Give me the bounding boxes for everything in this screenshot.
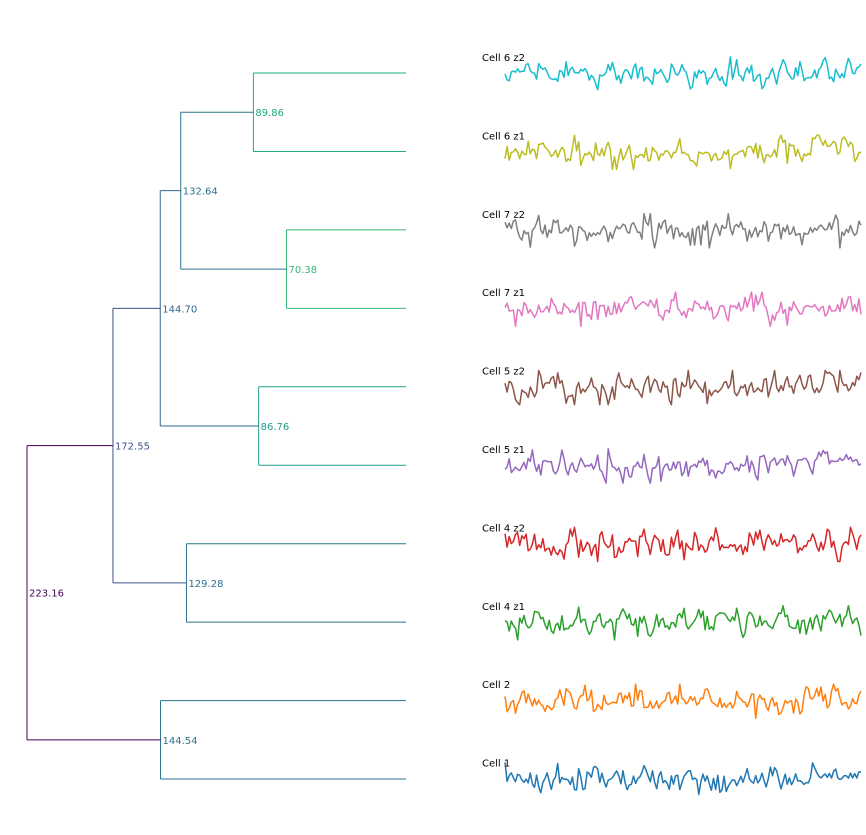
trace-row: Cell 6 z2: [482, 53, 862, 91]
dendrogram-node-label: 172.55: [115, 442, 150, 453]
dendrogram-node-label: 223.16: [29, 589, 64, 600]
trace-row: Cell 7 z1: [482, 288, 862, 328]
trace-panel: Cell 6 z2 Cell 6 z1 Cell 7 z2 Cell 7 z1 Cell…: [482, 53, 862, 796]
trace-row: Cell 1: [482, 759, 862, 796]
dendrogram-link: [26, 445, 161, 741]
dendrogram-node-label: 144.70: [162, 304, 197, 315]
trace-label: Cell 6 z1: [482, 131, 525, 142]
trace-label: Cell 6 z2: [482, 53, 525, 64]
trace-line: [504, 369, 862, 406]
dendrogram-node-label: 89.86: [255, 108, 284, 119]
dendrogram-node-label: 132.64: [183, 187, 218, 198]
trace-row: Cell 2: [482, 680, 862, 720]
trace-line: [504, 526, 862, 563]
dendrogram-node-label: 70.38: [288, 265, 317, 276]
dendrogram: 89.86 70.38 132.64 86.76 144.70 129.28 172.55 1…: [26, 72, 406, 780]
trace-row: Cell 5 z2: [482, 367, 862, 406]
dendrogram-node-label: 144.54: [163, 736, 198, 747]
trace-line: [504, 212, 862, 249]
dendrogram-node-label: 129.28: [188, 579, 223, 590]
trace-line: [504, 683, 862, 720]
dendrogram-node-label: 86.76: [261, 422, 290, 433]
trace-line: [504, 448, 862, 484]
trace-label: Cell 1: [482, 759, 510, 770]
trace-row: Cell 4 z2: [482, 523, 862, 563]
trace-row: Cell 4 z1: [482, 602, 862, 641]
trace-row: Cell 7 z2: [482, 210, 862, 249]
trace-label: Cell 5 z2: [482, 367, 525, 378]
trace-line: [504, 604, 862, 641]
trace-label: Cell 5 z1: [482, 445, 525, 456]
trace-label: Cell 4 z2: [482, 523, 525, 534]
trace-label: Cell 7 z2: [482, 210, 525, 221]
trace-row: Cell 5 z1: [482, 445, 862, 484]
trace-line: [504, 762, 862, 796]
trace-line: [504, 291, 862, 328]
trace-line: [504, 56, 862, 91]
trace-label: Cell 4 z1: [482, 602, 525, 613]
trace-row: Cell 6 z1: [482, 131, 862, 171]
trace-label: Cell 7 z1: [482, 288, 525, 299]
trace-label: Cell 2: [482, 680, 510, 691]
trace-line: [504, 134, 862, 171]
